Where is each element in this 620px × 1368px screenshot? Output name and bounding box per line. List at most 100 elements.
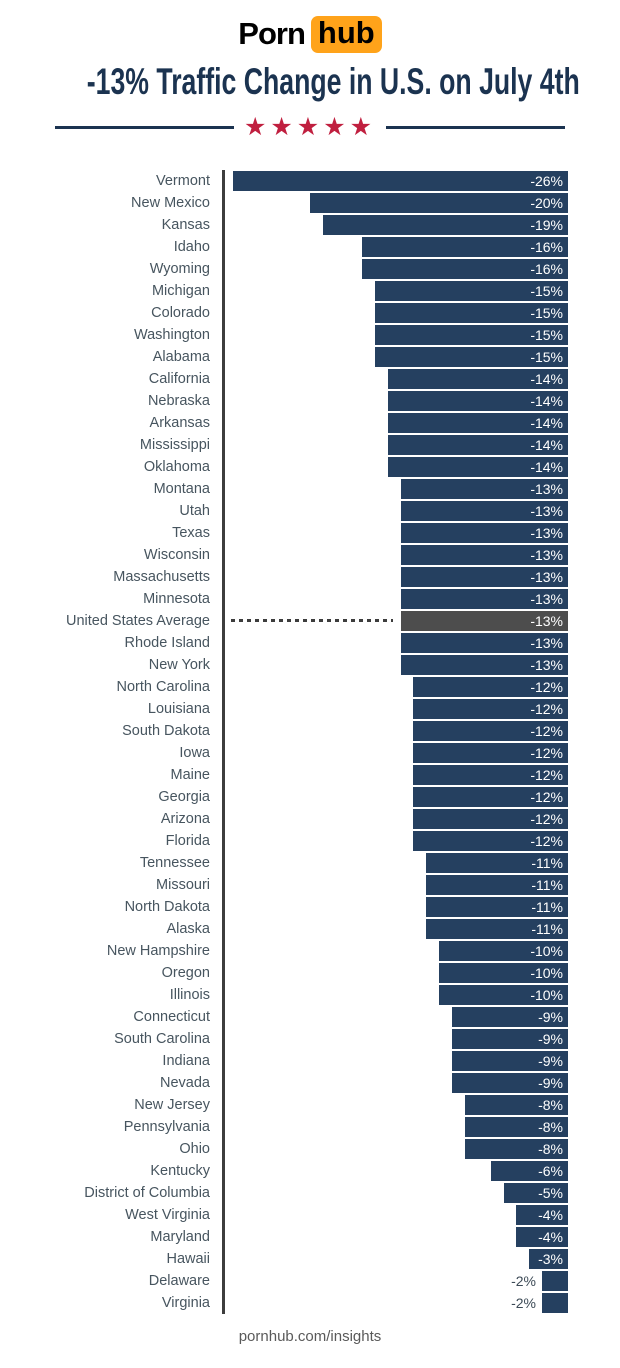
value-label: -9% bbox=[538, 1075, 563, 1091]
chart-row: Florida -12% bbox=[0, 830, 620, 852]
value-label: -19% bbox=[530, 217, 563, 233]
state-label: Wisconsin bbox=[143, 547, 210, 563]
row-plot: -13% bbox=[225, 522, 568, 544]
state-label: Vermont bbox=[156, 173, 210, 189]
state-bar: -9% bbox=[452, 1007, 568, 1027]
state-bar: -14% bbox=[388, 391, 568, 411]
state-bar: -15% bbox=[375, 325, 568, 345]
chart-row: Connecticut -9% bbox=[0, 1006, 620, 1028]
row-plot: -10% bbox=[225, 984, 568, 1006]
chart-row: Vermont -26% bbox=[0, 170, 620, 192]
row-plot: -12% bbox=[225, 698, 568, 720]
state-label: Montana bbox=[153, 481, 210, 497]
state-bar: -14% bbox=[388, 413, 568, 433]
value-label: -4% bbox=[538, 1229, 563, 1245]
row-plot: -4% bbox=[225, 1226, 568, 1248]
state-bar: -9% bbox=[452, 1051, 568, 1071]
state-label: Utah bbox=[179, 503, 210, 519]
state-label: Maryland bbox=[150, 1229, 210, 1245]
state-label: District of Columbia bbox=[84, 1185, 210, 1201]
state-label: Georgia bbox=[158, 789, 210, 805]
chart-row: Washington -15% bbox=[0, 324, 620, 346]
chart-row: Missouri -11% bbox=[0, 874, 620, 896]
chart-row: Maryland -4% bbox=[0, 1226, 620, 1248]
value-label: -11% bbox=[531, 877, 563, 893]
state-label: Oregon bbox=[161, 965, 210, 981]
divider-line-left bbox=[55, 125, 234, 129]
chart-row: North Dakota -11% bbox=[0, 896, 620, 918]
value-label: -12% bbox=[530, 833, 563, 849]
value-label: -14% bbox=[530, 459, 563, 475]
state-label: South Dakota bbox=[122, 723, 210, 739]
row-plot: -12% bbox=[225, 764, 568, 786]
state-bar: -3% bbox=[529, 1249, 568, 1269]
chart-row: Alaska -11% bbox=[0, 918, 620, 940]
chart-row: New Mexico -20% bbox=[0, 192, 620, 214]
chart-row: Alabama -15% bbox=[0, 346, 620, 368]
chart-row: Colorado -15% bbox=[0, 302, 620, 324]
state-label: North Carolina bbox=[116, 679, 211, 695]
row-plot: -6% bbox=[225, 1160, 568, 1182]
state-label: Kansas bbox=[161, 217, 210, 233]
chart-row: Maine -12% bbox=[0, 764, 620, 786]
footer-url: pornhub.com/insights bbox=[238, 1328, 382, 1345]
state-bar: -13% bbox=[401, 479, 568, 499]
value-label: -13% bbox=[530, 657, 563, 673]
state-bar: -11% bbox=[426, 897, 568, 917]
state-bar: -26% bbox=[233, 171, 568, 191]
value-label: -15% bbox=[530, 305, 563, 321]
state-label: Minnesota bbox=[143, 591, 210, 607]
value-label: -13% bbox=[530, 503, 563, 519]
row-plot: -12% bbox=[225, 676, 568, 698]
value-label: -26% bbox=[530, 173, 563, 189]
state-bar: -8% bbox=[465, 1095, 568, 1115]
value-label: -10% bbox=[530, 943, 563, 959]
row-plot: -15% bbox=[225, 302, 568, 324]
state-bar: -12% bbox=[413, 699, 568, 719]
state-bar: -12% bbox=[413, 831, 568, 851]
chart-row: Wisconsin -13% bbox=[0, 544, 620, 566]
state-label: Delaware bbox=[148, 1273, 210, 1289]
state-label: Illinois bbox=[169, 987, 210, 1003]
state-bar: -12% bbox=[413, 809, 568, 829]
state-label: Washington bbox=[133, 327, 210, 343]
chart-row: Tennessee -11% bbox=[0, 852, 620, 874]
state-label: Arizona bbox=[160, 811, 210, 827]
state-label: Pennsylvania bbox=[123, 1119, 210, 1135]
state-label: Arkansas bbox=[149, 415, 210, 431]
chart-row: Ohio -8% bbox=[0, 1138, 620, 1160]
value-label: -9% bbox=[538, 1009, 563, 1025]
state-bar: -11% bbox=[426, 875, 568, 895]
value-label: -11% bbox=[531, 899, 563, 915]
state-label: West Virginia bbox=[125, 1207, 210, 1223]
value-label: -13% bbox=[530, 481, 563, 497]
row-plot: -8% bbox=[225, 1116, 568, 1138]
row-plot: -12% bbox=[225, 720, 568, 742]
row-plot: -14% bbox=[225, 368, 568, 390]
stars-icon: ★★★★★ bbox=[243, 112, 377, 141]
state-bar: -13% bbox=[401, 633, 568, 653]
value-label: -14% bbox=[530, 415, 563, 431]
row-plot: -12% bbox=[225, 786, 568, 808]
value-label: -10% bbox=[530, 965, 563, 981]
average-bar: -13% bbox=[401, 611, 568, 631]
value-label: -15% bbox=[530, 349, 563, 365]
state-bar: -13% bbox=[401, 655, 568, 675]
state-label: New Jersey bbox=[134, 1097, 210, 1113]
state-bar: -5% bbox=[504, 1183, 568, 1203]
value-label: -16% bbox=[530, 261, 563, 277]
row-plot: -2% bbox=[225, 1270, 568, 1292]
row-plot: -12% bbox=[225, 742, 568, 764]
row-plot: -12% bbox=[225, 830, 568, 852]
state-label: Connecticut bbox=[133, 1009, 210, 1025]
row-plot: -5% bbox=[225, 1182, 568, 1204]
value-label: -15% bbox=[530, 327, 563, 343]
row-plot: -9% bbox=[225, 1072, 568, 1094]
value-label: -11% bbox=[531, 921, 563, 937]
state-bar: -8% bbox=[465, 1139, 568, 1159]
row-plot: -16% bbox=[225, 236, 568, 258]
chart-row: Hawaii -3% bbox=[0, 1248, 620, 1270]
state-label: Tennessee bbox=[139, 855, 210, 871]
state-bar: -12% bbox=[413, 765, 568, 785]
state-bar: -9% bbox=[452, 1029, 568, 1049]
